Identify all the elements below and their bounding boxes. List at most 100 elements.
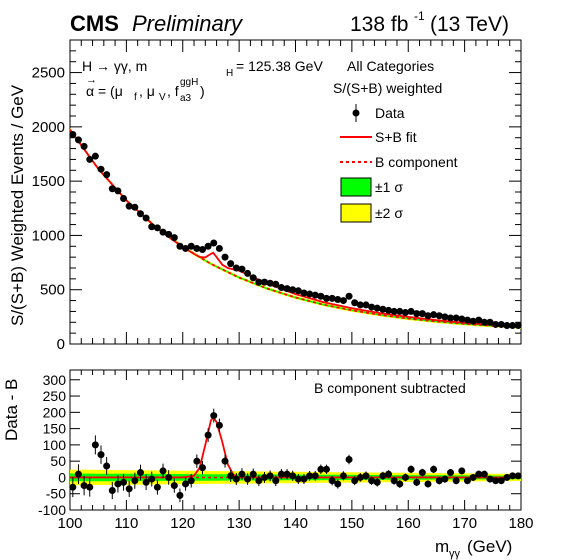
main-marker xyxy=(198,246,206,254)
ratio-data-point xyxy=(424,480,432,488)
ratio-data-point xyxy=(249,468,257,480)
ratio-data-point xyxy=(182,477,190,491)
ratio-data-point xyxy=(244,473,252,485)
ratio-marker xyxy=(80,482,88,490)
ratio-data-point xyxy=(86,477,94,497)
ratio-data-point xyxy=(362,471,370,481)
x-tick-label: 120 xyxy=(170,515,195,532)
main-marker xyxy=(306,290,314,298)
main-marker xyxy=(283,285,291,293)
main-marker xyxy=(486,318,494,326)
ratio-data-point xyxy=(435,477,443,485)
ratio-data-point xyxy=(486,475,494,483)
main-data-point xyxy=(187,242,195,250)
data-marker-icon xyxy=(352,109,360,117)
main-marker xyxy=(362,301,370,309)
main-data-point xyxy=(260,278,268,286)
x-tick-label: 170 xyxy=(452,515,477,532)
main-marker xyxy=(153,224,161,232)
x-label-m: m xyxy=(435,537,449,556)
ratio-data-point xyxy=(80,475,88,496)
alpha-arrow-icon: → xyxy=(86,74,97,86)
ratio-data-point xyxy=(418,468,426,477)
ratio-data-point xyxy=(480,470,488,478)
ratio-marker xyxy=(300,475,308,483)
ratio-marker xyxy=(131,477,139,485)
legend-label-1sigma: ±1 σ xyxy=(375,179,403,195)
main-y-tick-label: 1500 xyxy=(32,173,65,190)
main-data-point xyxy=(379,305,387,313)
main-marker xyxy=(204,242,212,250)
ratio-marker xyxy=(503,473,511,481)
ratio-data-point xyxy=(238,468,246,481)
ratio-y-tick-label: 200 xyxy=(43,404,67,420)
main-data-point xyxy=(80,142,88,150)
ratio-marker xyxy=(210,412,218,420)
x-label-sub: γγ xyxy=(449,548,461,560)
ratio-marker xyxy=(385,470,393,478)
main-marker xyxy=(289,286,297,294)
main-data-point xyxy=(345,292,353,300)
mu-f-subscript: f xyxy=(134,92,137,103)
main-data-point xyxy=(148,223,156,231)
ratio-data-point xyxy=(131,472,139,489)
ratio-marker xyxy=(362,472,370,480)
ratio-data-point xyxy=(69,477,77,498)
band-1sigma-icon xyxy=(340,177,372,197)
energy-label: (13 TeV) xyxy=(430,13,509,36)
main-data-point xyxy=(514,322,522,330)
lumi-exponent: -1 xyxy=(414,9,425,23)
ratio-marker xyxy=(283,470,291,478)
ratio-data-point xyxy=(120,473,128,491)
lumi-label: 138 fb xyxy=(350,13,408,36)
ratio-data-point xyxy=(108,481,116,500)
residual-note: B component subtracted xyxy=(314,380,466,396)
alpha-close: ) xyxy=(200,83,205,99)
main-data-point xyxy=(424,312,432,320)
ratio-marker xyxy=(486,475,494,483)
main-data-point xyxy=(108,185,116,193)
ratio-marker xyxy=(153,483,161,491)
main-data-point xyxy=(385,306,393,314)
main-marker xyxy=(300,289,308,297)
main-data-point xyxy=(418,310,426,318)
main-data-point xyxy=(182,244,190,252)
ratio-data-point xyxy=(136,464,144,481)
main-y-tick-label: 2500 xyxy=(32,65,65,82)
main-marker xyxy=(80,142,88,150)
ratio-y-label: Data - B xyxy=(2,379,21,441)
main-marker xyxy=(238,265,246,273)
ratio-y-tick-label: -100 xyxy=(38,502,66,518)
main-marker xyxy=(260,278,268,286)
ratio-data-point xyxy=(294,474,302,485)
ratio-marker xyxy=(351,477,359,485)
ratio-data-point xyxy=(260,472,268,483)
main-marker xyxy=(447,314,455,322)
main-data-point xyxy=(396,307,404,315)
ratio-marker xyxy=(238,470,246,478)
ratio-marker xyxy=(497,477,505,485)
main-data-point xyxy=(244,269,252,277)
main-data-point xyxy=(221,253,229,261)
main-marker xyxy=(503,322,511,330)
main-marker xyxy=(407,307,415,315)
main-data-point xyxy=(215,244,223,252)
ratio-marker xyxy=(142,478,150,486)
main-marker xyxy=(97,165,105,173)
ratio-marker xyxy=(187,477,195,485)
main-y-axis: 0 500 1000 1500 2000 2500 xyxy=(32,50,521,353)
main-data-point xyxy=(300,289,308,297)
category-label: All Categories xyxy=(347,58,434,74)
ratio-data-point xyxy=(170,478,178,493)
ratio-data-point xyxy=(430,465,438,474)
main-marker xyxy=(294,287,302,295)
main-marker xyxy=(497,320,505,328)
main-data-point xyxy=(289,286,297,294)
ratio-data-point xyxy=(159,463,167,479)
main-data-point xyxy=(69,130,77,138)
main-marker xyxy=(385,306,393,314)
legend-item-1sigma: ±1 σ xyxy=(340,177,403,197)
main-data-points xyxy=(69,130,522,330)
main-data-point xyxy=(503,322,511,330)
